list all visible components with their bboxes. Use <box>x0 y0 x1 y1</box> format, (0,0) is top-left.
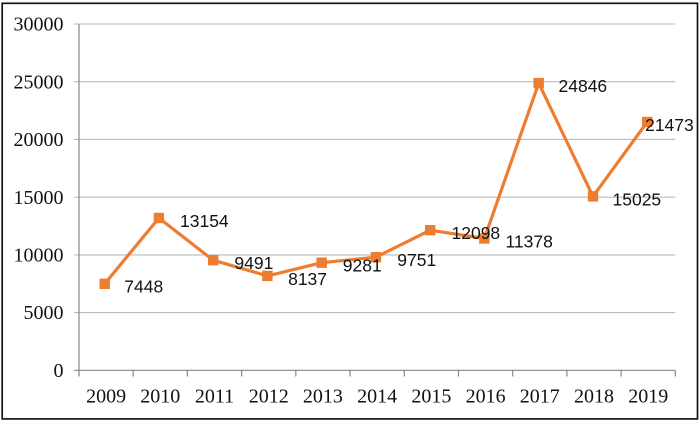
svg-text:5000: 5000 <box>24 302 64 324</box>
svg-text:30000: 30000 <box>14 14 64 36</box>
svg-text:21473: 21473 <box>645 115 694 135</box>
svg-text:13154: 13154 <box>180 211 229 231</box>
svg-text:2010: 2010 <box>140 386 180 408</box>
svg-text:24846: 24846 <box>559 76 608 96</box>
svg-text:2014: 2014 <box>357 386 397 408</box>
svg-text:2012: 2012 <box>249 386 289 408</box>
svg-text:0: 0 <box>54 360 64 382</box>
svg-text:8137: 8137 <box>288 269 327 289</box>
svg-text:11378: 11378 <box>506 231 553 251</box>
svg-text:2018: 2018 <box>574 386 614 408</box>
svg-text:9281: 9281 <box>343 256 382 276</box>
svg-text:20000: 20000 <box>14 129 64 151</box>
svg-text:2019: 2019 <box>628 386 668 408</box>
svg-text:7448: 7448 <box>124 277 163 297</box>
svg-text:2017: 2017 <box>520 386 560 408</box>
svg-text:12098: 12098 <box>452 223 501 243</box>
svg-text:2009: 2009 <box>86 386 126 408</box>
svg-text:15000: 15000 <box>14 187 64 209</box>
svg-text:10000: 10000 <box>14 245 64 267</box>
svg-text:25000: 25000 <box>14 71 64 93</box>
svg-text:2016: 2016 <box>466 386 506 408</box>
svg-text:9491: 9491 <box>234 253 273 273</box>
svg-text:2015: 2015 <box>411 386 451 408</box>
svg-text:15025: 15025 <box>613 189 662 209</box>
svg-text:2011: 2011 <box>195 386 234 408</box>
svg-text:2013: 2013 <box>303 386 343 408</box>
svg-text:9751: 9751 <box>397 250 436 270</box>
